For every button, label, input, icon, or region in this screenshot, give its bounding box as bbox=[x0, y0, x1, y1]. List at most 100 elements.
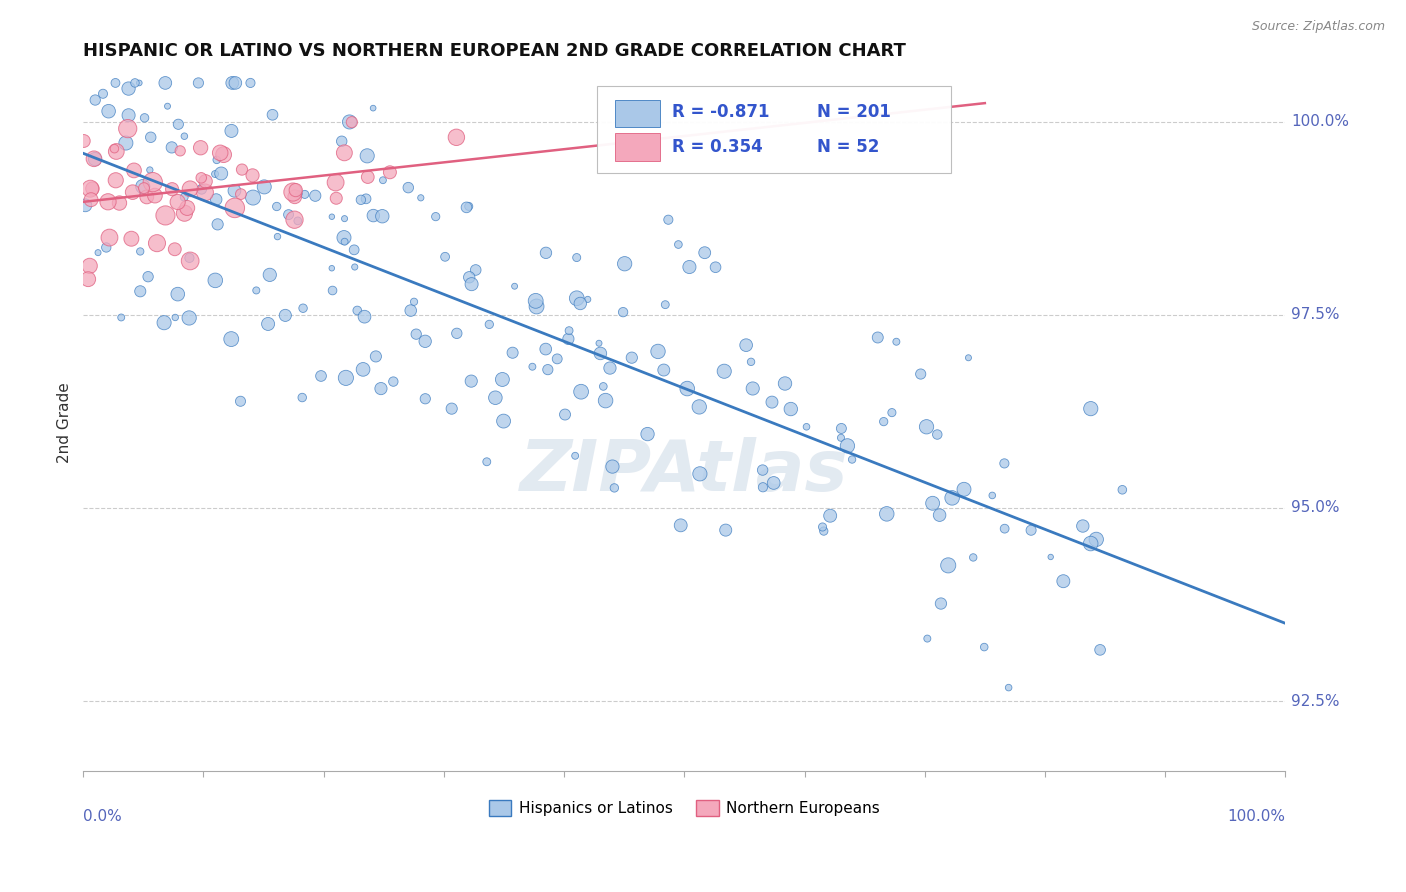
Point bbox=[537, 362, 560, 376]
Point bbox=[166, 287, 188, 301]
Point bbox=[221, 124, 243, 138]
Point bbox=[212, 147, 235, 161]
Point bbox=[830, 431, 852, 445]
Point bbox=[569, 384, 592, 399]
Point bbox=[287, 214, 309, 228]
Point bbox=[153, 316, 176, 330]
Point bbox=[146, 236, 169, 251]
Point bbox=[973, 640, 995, 654]
Point bbox=[194, 186, 217, 200]
Point bbox=[936, 558, 959, 573]
Y-axis label: 2nd Grade: 2nd Grade bbox=[58, 383, 72, 463]
Point bbox=[370, 382, 392, 396]
Point bbox=[1071, 519, 1094, 533]
Point bbox=[1019, 523, 1042, 537]
Point bbox=[915, 419, 938, 434]
Point bbox=[357, 169, 380, 184]
Point bbox=[762, 475, 785, 490]
Point bbox=[524, 293, 547, 308]
Point bbox=[176, 201, 198, 215]
Point bbox=[139, 163, 162, 178]
Point bbox=[115, 136, 138, 150]
Point bbox=[456, 200, 478, 214]
Point bbox=[813, 524, 835, 538]
Point bbox=[1080, 536, 1102, 550]
Point bbox=[160, 182, 183, 196]
Point bbox=[458, 270, 481, 285]
Point bbox=[160, 140, 183, 154]
Point bbox=[91, 87, 114, 101]
Point bbox=[434, 250, 457, 264]
Point bbox=[1111, 483, 1133, 497]
Point bbox=[187, 76, 209, 90]
Point bbox=[413, 334, 436, 349]
Point bbox=[1039, 549, 1062, 564]
Point bbox=[491, 372, 513, 386]
Point bbox=[546, 351, 568, 366]
Point bbox=[333, 211, 356, 226]
Point bbox=[704, 260, 727, 275]
Point bbox=[558, 324, 581, 338]
Text: N = 52: N = 52 bbox=[817, 138, 879, 156]
Point bbox=[281, 185, 304, 199]
Point bbox=[87, 245, 110, 260]
Point bbox=[413, 392, 436, 406]
Point bbox=[652, 363, 675, 377]
Point bbox=[231, 162, 253, 177]
Point bbox=[589, 346, 612, 360]
Point bbox=[735, 338, 758, 352]
Text: HISPANIC OR LATINO VS NORTHERN EUROPEAN 2ND GRADE CORRELATION CHART: HISPANIC OR LATINO VS NORTHERN EUROPEAN … bbox=[83, 42, 905, 60]
Point bbox=[953, 483, 976, 497]
Point bbox=[796, 419, 818, 434]
Point bbox=[219, 332, 242, 346]
Point bbox=[204, 273, 226, 287]
Point bbox=[291, 391, 314, 405]
Point bbox=[353, 310, 375, 324]
Text: 100.0%: 100.0% bbox=[1291, 114, 1350, 129]
Point bbox=[1085, 533, 1108, 547]
Point bbox=[599, 361, 621, 376]
Point bbox=[224, 184, 246, 198]
Point bbox=[321, 261, 343, 276]
Point bbox=[224, 201, 246, 215]
Point bbox=[713, 364, 735, 378]
Text: 0.0%: 0.0% bbox=[83, 809, 122, 824]
Point bbox=[1080, 401, 1102, 416]
Point bbox=[292, 301, 315, 316]
Point bbox=[371, 209, 394, 223]
Point bbox=[73, 134, 96, 148]
Point bbox=[565, 251, 588, 265]
Point bbox=[120, 232, 142, 246]
Point bbox=[773, 376, 796, 391]
Point bbox=[941, 491, 963, 505]
Text: R = -0.871: R = -0.871 bbox=[672, 103, 770, 121]
Point bbox=[595, 393, 617, 408]
Point bbox=[356, 149, 378, 163]
Point bbox=[83, 152, 105, 166]
Point bbox=[190, 170, 212, 185]
Point bbox=[325, 176, 347, 190]
Point bbox=[266, 199, 288, 213]
Point bbox=[221, 76, 243, 90]
Point bbox=[666, 237, 689, 252]
Point bbox=[876, 507, 898, 521]
Point bbox=[613, 257, 636, 271]
Point bbox=[811, 520, 834, 534]
Point bbox=[322, 284, 344, 298]
Point bbox=[169, 144, 191, 158]
Point bbox=[841, 452, 863, 467]
Point bbox=[994, 522, 1017, 536]
Point bbox=[242, 169, 264, 183]
Point bbox=[121, 185, 143, 199]
Point bbox=[492, 414, 515, 428]
Point bbox=[554, 408, 576, 422]
Point bbox=[592, 379, 614, 393]
Point bbox=[714, 523, 737, 537]
Point bbox=[886, 334, 908, 349]
Point bbox=[475, 455, 498, 469]
Point bbox=[98, 230, 121, 244]
Point bbox=[262, 108, 284, 122]
Point bbox=[612, 305, 634, 319]
Point bbox=[354, 192, 377, 206]
Point bbox=[284, 183, 307, 197]
